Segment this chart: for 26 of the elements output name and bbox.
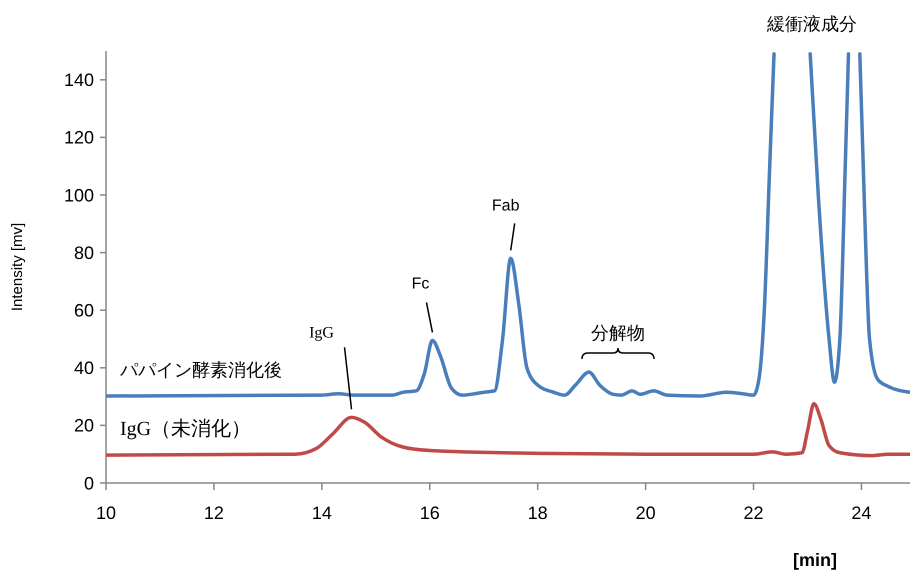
x-tick-label: 14 bbox=[312, 503, 332, 523]
annotation: 分解物 bbox=[591, 323, 645, 343]
y-tick-label: 40 bbox=[74, 358, 94, 378]
y-tick-label: 100 bbox=[64, 185, 94, 206]
x-tick-label: 16 bbox=[420, 503, 440, 523]
y-tick-label: 60 bbox=[74, 300, 94, 320]
line-series bbox=[106, 402, 910, 458]
x-axis-title: [min] bbox=[793, 550, 837, 570]
y-tick-label: 20 bbox=[74, 416, 94, 436]
y-tick-label: 0 bbox=[84, 473, 94, 494]
annotation: Fc bbox=[412, 275, 430, 292]
x-tick-label: 22 bbox=[744, 503, 764, 523]
x-tick-label: 24 bbox=[851, 503, 872, 523]
annotation: IgG bbox=[309, 324, 334, 342]
x-tick-label: 12 bbox=[204, 503, 224, 523]
text: 緩衝液成分 bbox=[766, 14, 857, 34]
x-tick-label: 10 bbox=[96, 503, 116, 523]
y-tick-label: 140 bbox=[64, 70, 94, 90]
y-axis-title: Intensity [mv] bbox=[9, 222, 26, 312]
series-label: IgG（未消化） bbox=[120, 418, 252, 440]
x-tick-label: 18 bbox=[528, 503, 548, 523]
y-tick-label: 80 bbox=[74, 242, 94, 263]
annotation: Fab bbox=[492, 197, 520, 214]
y-tick-label: 120 bbox=[64, 128, 94, 148]
x-tick-label: 20 bbox=[636, 503, 656, 523]
series-label: パパイン酵素消化後 bbox=[119, 360, 282, 380]
